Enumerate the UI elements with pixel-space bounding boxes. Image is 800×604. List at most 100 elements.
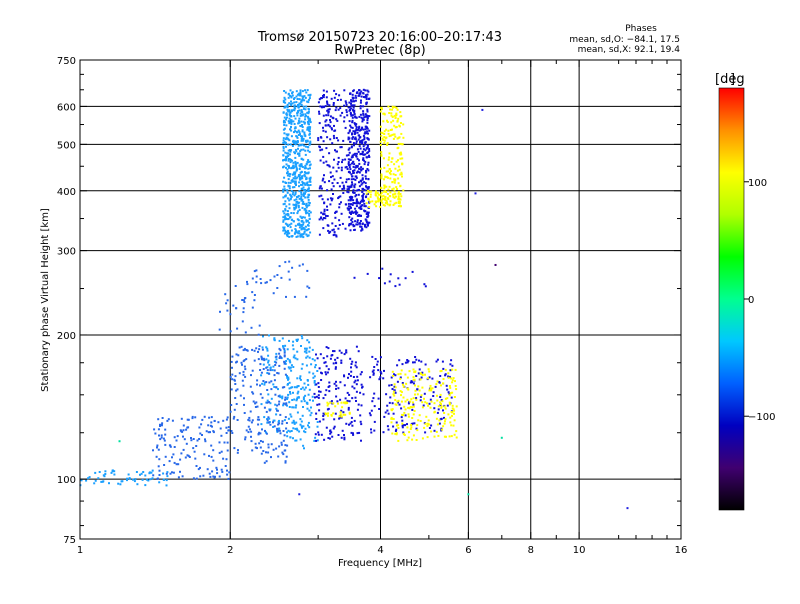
data-point xyxy=(355,155,358,157)
data-point xyxy=(195,465,198,467)
data-point xyxy=(447,413,450,416)
data-point xyxy=(442,425,445,428)
data-point xyxy=(325,426,328,429)
data-point xyxy=(266,418,269,420)
data-point xyxy=(251,348,254,351)
data-point xyxy=(353,185,356,188)
data-point xyxy=(331,229,334,232)
data-point xyxy=(287,164,290,167)
data-point xyxy=(244,297,247,299)
data-point xyxy=(400,122,402,124)
data-point xyxy=(399,205,402,208)
data-point xyxy=(336,356,339,359)
data-point xyxy=(230,430,233,432)
data-point xyxy=(435,360,438,363)
data-point xyxy=(352,100,355,103)
data-point xyxy=(361,197,364,200)
data-point xyxy=(298,105,301,108)
data-point xyxy=(354,210,357,213)
data-point xyxy=(431,377,434,380)
data-point xyxy=(288,175,291,178)
data-point xyxy=(241,320,244,323)
data-point xyxy=(309,211,312,214)
data-point xyxy=(425,415,428,418)
data-point xyxy=(254,442,257,445)
data-point xyxy=(416,429,419,432)
data-point xyxy=(257,416,260,419)
data-point xyxy=(259,278,262,280)
data-point xyxy=(356,432,359,435)
data-point xyxy=(298,197,301,200)
data-point xyxy=(355,123,358,126)
data-point xyxy=(302,158,305,161)
data-point xyxy=(360,168,363,171)
data-point xyxy=(278,400,281,403)
data-point xyxy=(365,185,367,188)
data-point xyxy=(275,407,278,410)
data-point xyxy=(336,400,339,403)
data-point xyxy=(364,143,367,146)
data-point xyxy=(287,178,290,181)
data-point xyxy=(364,113,367,116)
data-point xyxy=(300,388,303,390)
data-point xyxy=(250,326,253,329)
data-point xyxy=(350,100,353,103)
data-point xyxy=(322,126,324,129)
data-point xyxy=(427,404,430,407)
data-point xyxy=(372,372,375,375)
data-point xyxy=(300,135,302,138)
data-point xyxy=(308,212,311,215)
data-point xyxy=(302,201,305,203)
data-point xyxy=(182,424,185,427)
data-point xyxy=(167,418,170,421)
data-point xyxy=(257,333,260,336)
data-point xyxy=(335,387,337,390)
data-point xyxy=(389,177,392,180)
data-point xyxy=(284,151,287,154)
data-point xyxy=(343,116,346,119)
data-point xyxy=(391,188,394,191)
data-point xyxy=(402,383,404,386)
data-point xyxy=(258,324,261,327)
data-point xyxy=(327,108,330,111)
data-point xyxy=(294,143,297,146)
data-point xyxy=(295,135,298,138)
data-point xyxy=(314,364,317,366)
data-point xyxy=(362,134,365,137)
data-point xyxy=(314,366,317,369)
data-point xyxy=(361,177,364,180)
data-point xyxy=(307,201,310,204)
data-point xyxy=(330,400,333,403)
data-point xyxy=(284,416,287,419)
data-point xyxy=(382,139,385,141)
data-point xyxy=(155,455,158,458)
data-point xyxy=(338,349,341,352)
data-point xyxy=(305,220,308,223)
data-point xyxy=(249,385,252,388)
data-point xyxy=(195,477,198,480)
data-point xyxy=(366,216,369,219)
data-point xyxy=(285,360,288,362)
data-point xyxy=(423,397,425,400)
data-point xyxy=(391,408,394,411)
data-point xyxy=(352,225,355,228)
data-point xyxy=(160,436,163,439)
data-point xyxy=(294,165,297,168)
data-point xyxy=(440,403,442,405)
data-point xyxy=(295,439,298,442)
data-point xyxy=(283,226,286,229)
data-point xyxy=(301,177,304,180)
data-point xyxy=(340,351,343,354)
data-point xyxy=(418,414,421,417)
data-point xyxy=(294,182,297,185)
data-point xyxy=(379,356,382,359)
data-point xyxy=(327,111,330,114)
data-point xyxy=(391,402,394,405)
data-point xyxy=(349,199,352,202)
data-point xyxy=(322,89,325,92)
data-point xyxy=(448,375,451,378)
data-point xyxy=(376,360,379,363)
data-point xyxy=(393,389,396,392)
data-point xyxy=(447,375,450,378)
data-point xyxy=(297,104,299,106)
